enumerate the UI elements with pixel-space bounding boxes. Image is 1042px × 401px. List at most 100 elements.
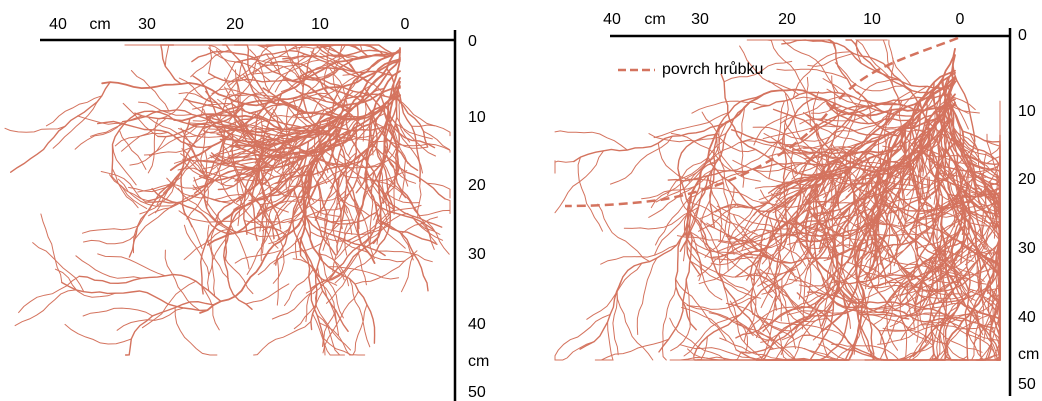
top-axis-label: 20 <box>226 16 244 33</box>
root <box>300 68 339 79</box>
root <box>377 250 433 263</box>
root <box>380 95 401 188</box>
root <box>230 224 250 270</box>
root <box>863 151 917 211</box>
root <box>981 185 993 256</box>
root <box>419 209 451 217</box>
root <box>158 76 217 120</box>
root <box>305 216 354 223</box>
root <box>754 185 788 189</box>
root <box>667 140 725 196</box>
root <box>811 175 834 244</box>
root <box>822 78 861 109</box>
root <box>767 217 782 294</box>
root <box>362 101 367 142</box>
root <box>169 51 401 171</box>
root <box>897 315 951 361</box>
root <box>846 308 916 330</box>
root <box>801 250 812 330</box>
root <box>771 181 791 209</box>
root <box>82 307 154 317</box>
root <box>967 281 1001 292</box>
root <box>679 344 751 359</box>
root <box>217 167 243 208</box>
root <box>853 200 884 227</box>
root <box>667 162 826 182</box>
root <box>317 253 350 287</box>
root <box>782 39 839 94</box>
root <box>276 138 299 173</box>
root <box>911 246 950 277</box>
root <box>82 225 138 234</box>
root <box>245 283 290 305</box>
root <box>700 176 712 254</box>
root <box>950 220 1001 272</box>
root <box>947 318 1001 361</box>
root <box>148 117 197 148</box>
root <box>260 158 320 187</box>
root <box>816 187 838 265</box>
root <box>814 302 829 358</box>
root <box>313 109 326 148</box>
root <box>189 120 221 147</box>
root <box>64 323 132 345</box>
top-axis-label: 30 <box>691 11 709 28</box>
root <box>213 192 254 201</box>
root <box>268 114 294 148</box>
root <box>810 150 914 217</box>
root <box>930 205 935 239</box>
root <box>359 94 419 171</box>
root <box>865 245 886 290</box>
side-axis-label: 0 <box>468 33 477 50</box>
root <box>655 156 721 203</box>
root <box>223 255 254 295</box>
root <box>653 111 730 139</box>
root <box>894 275 957 310</box>
root <box>293 172 312 216</box>
root <box>691 237 766 254</box>
root <box>227 156 268 164</box>
root <box>709 202 768 260</box>
root <box>791 149 887 171</box>
root <box>727 184 785 241</box>
root <box>776 68 848 80</box>
root <box>683 205 703 282</box>
root <box>134 202 178 240</box>
root <box>693 249 810 357</box>
root <box>193 160 238 182</box>
root <box>426 221 450 255</box>
root <box>227 45 270 84</box>
root <box>654 192 706 255</box>
root <box>45 95 103 127</box>
root <box>573 118 734 163</box>
root <box>280 69 315 93</box>
root <box>884 204 970 337</box>
root <box>822 205 852 236</box>
root <box>691 100 770 114</box>
root <box>395 98 435 127</box>
root <box>712 137 784 172</box>
root <box>309 231 357 242</box>
root <box>419 220 435 250</box>
root <box>930 149 951 194</box>
root <box>977 253 988 325</box>
root <box>594 338 670 361</box>
root <box>277 137 294 184</box>
side-axis-label: 0 <box>1018 27 1027 44</box>
root <box>260 44 370 58</box>
root <box>235 92 283 203</box>
root <box>798 284 861 316</box>
root <box>674 170 702 331</box>
root <box>242 53 306 63</box>
root <box>322 223 340 251</box>
root <box>600 321 614 361</box>
root <box>768 100 785 180</box>
root <box>679 101 751 252</box>
root <box>740 289 839 354</box>
top-axis-label: cm <box>89 16 110 33</box>
root <box>964 216 997 313</box>
root <box>90 115 143 137</box>
root <box>267 59 321 94</box>
root <box>365 172 443 228</box>
